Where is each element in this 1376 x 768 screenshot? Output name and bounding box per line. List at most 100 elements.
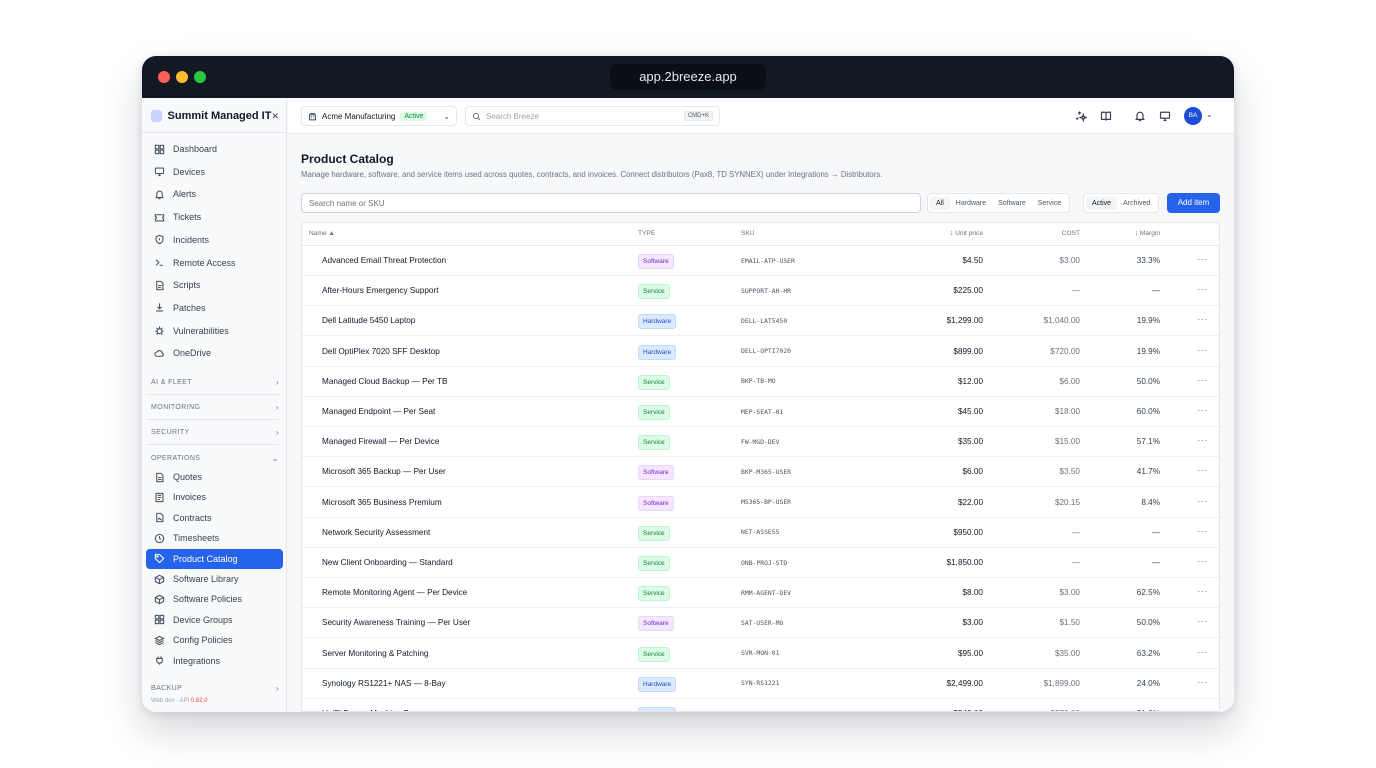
table-row[interactable]: Microsoft 365 Business Premium Software MS…	[302, 488, 1219, 518]
table-row[interactable]: Managed Endpoint — Per Seat Service MEP-SE…	[302, 397, 1219, 427]
more-options-icon[interactable]: ···	[1197, 556, 1208, 566]
section-ai-fleet[interactable]: AI & FLEET ›	[151, 375, 279, 389]
table-row[interactable]: UniFi Dream Machine Pro Hardware UBQ-UDMPR…	[302, 699, 1219, 712]
url-bar[interactable]: app.2breeze.app	[610, 64, 766, 90]
sidebar-item-incidents[interactable]: Incidents	[146, 230, 283, 250]
table-row[interactable]: Advanced Email Threat Protection Software…	[302, 246, 1219, 276]
sidebar-item-invoices[interactable]: Invoices	[146, 487, 283, 507]
package-icon	[153, 573, 165, 585]
column-header-unit-price[interactable]: ↕ Unit price	[950, 230, 983, 237]
cost: $6.00	[1059, 376, 1081, 386]
sidebar-item-contracts[interactable]: Contracts	[146, 508, 283, 528]
add-item-button[interactable]: Add item	[1167, 193, 1220, 213]
type-filter-hardware[interactable]: Hardware	[955, 199, 987, 207]
chevron-down-icon: ⌄	[271, 453, 279, 463]
tenant-switcher[interactable]: Acme Manufacturing Active ⌄	[301, 106, 457, 126]
sidebar-item-config-policies[interactable]: Config Policies	[146, 630, 283, 650]
sidebar-item-product-catalog[interactable]: Product Catalog	[146, 548, 283, 569]
table-row[interactable]: Dell Latitude 5450 Laptop Hardware DELL-LA…	[302, 306, 1219, 337]
table-row[interactable]: Network Security Assessment Service NET-AS…	[302, 518, 1219, 548]
more-options-icon[interactable]: ···	[1197, 495, 1208, 506]
item-sku: DELL-LAT5450	[741, 316, 788, 325]
shield-icon	[153, 234, 165, 246]
table-row[interactable]: Microsoft 365 Backup — Per User Software B…	[302, 457, 1219, 488]
margin: 57.1%	[1136, 437, 1160, 447]
sidebar-item-patches[interactable]: Patches	[146, 298, 283, 318]
monitor-icon[interactable]	[1158, 109, 1172, 123]
sidebar-item-dashboard[interactable]: Dashboard	[146, 139, 283, 159]
more-options-icon[interactable]: ···	[1197, 405, 1208, 415]
close-window-button[interactable]	[158, 71, 170, 83]
minimize-window-button[interactable]	[176, 71, 188, 83]
user-avatar[interactable]: BA	[1184, 107, 1202, 125]
org-logo-icon	[151, 110, 162, 122]
type-filter-all[interactable]: All	[930, 196, 950, 210]
table-row[interactable]: Managed Firewall — Per Device Service FW-M…	[302, 427, 1219, 458]
section-backup[interactable]: BACKUP ›	[151, 681, 279, 695]
sidebar-divider	[142, 132, 286, 133]
sidebar-item-label: Alerts	[173, 189, 197, 200]
table-row[interactable]: Dell OptiPlex 7020 SFF Desktop Hardware DE…	[302, 337, 1219, 367]
margin: 63.2%	[1136, 648, 1160, 658]
table-row[interactable]: Remote Monitoring Agent — Per Device Serv…	[302, 578, 1219, 609]
sidebar-item-label: Software Policies	[173, 594, 243, 605]
bell-icon[interactable]	[1133, 109, 1147, 123]
org-switcher[interactable]: Summit Managed IT ✕	[151, 108, 279, 124]
table-row[interactable]: Security Awareness Training — Per User So…	[302, 608, 1219, 639]
type-filter-software[interactable]: Software	[998, 199, 1026, 207]
sidebar-item-remote-access[interactable]: Remote Access	[146, 253, 283, 273]
item-sku: EMAIL-ATP-USER	[741, 256, 795, 265]
sparkles-icon[interactable]	[1074, 109, 1088, 123]
section-operations[interactable]: OPERATIONS ⌄	[151, 451, 279, 465]
sidebar-item-label: Timesheets	[173, 533, 220, 544]
margin: —	[1151, 558, 1160, 567]
table-row[interactable]: Managed Cloud Backup — Per TB Service BKP-…	[302, 367, 1219, 397]
chevron-down-icon[interactable]: ⌄	[1206, 110, 1213, 119]
more-options-icon[interactable]: ···	[1197, 586, 1208, 597]
sidebar-item-tickets[interactable]: Tickets	[146, 207, 283, 227]
status-filter-active[interactable]: Active	[1086, 196, 1118, 210]
more-options-icon[interactable]: ···	[1197, 435, 1208, 446]
more-options-icon[interactable]: ···	[1197, 707, 1208, 712]
table-row[interactable]: New Client Onboarding — Standard Service O…	[302, 548, 1219, 578]
sidebar-item-software-library[interactable]: Software Library	[146, 569, 283, 589]
column-header-margin[interactable]: ↕ Margin	[1134, 230, 1160, 237]
sidebar-item-devices[interactable]: Devices	[146, 162, 283, 182]
sidebar-item-quotes[interactable]: Quotes	[146, 467, 283, 487]
more-options-icon[interactable]: ···	[1197, 254, 1208, 264]
table-row[interactable]: Synology RS1221+ NAS — 8-Bay Hardware SYN-…	[302, 669, 1219, 699]
sidebar-item-alerts[interactable]: Alerts	[146, 184, 283, 204]
more-options-icon[interactable]: ···	[1197, 314, 1208, 325]
sidebar-item-device-groups[interactable]: Device Groups	[146, 610, 283, 630]
more-options-icon[interactable]: ···	[1197, 646, 1208, 657]
margin: 33.3%	[1136, 256, 1160, 265]
status-filter-archived[interactable]: Archived	[1123, 199, 1151, 207]
table-row[interactable]: After-Hours Emergency Support Service SUPP…	[302, 276, 1219, 307]
column-header-name[interactable]: Name ▲	[309, 230, 335, 237]
more-options-icon[interactable]: ···	[1197, 676, 1208, 687]
maximize-window-button[interactable]	[194, 71, 206, 83]
sidebar-item-integrations[interactable]: Integrations	[146, 651, 283, 671]
table-row[interactable]: Server Monitoring & Patching Service SVR-M…	[302, 639, 1219, 669]
section-security[interactable]: SECURITY ›	[151, 425, 279, 439]
sidebar-item-vulnerabilities[interactable]: Vulnerabilities	[146, 321, 283, 341]
more-options-icon[interactable]: ···	[1197, 284, 1208, 295]
sidebar-item-software-policies[interactable]: Software Policies	[146, 589, 283, 609]
more-options-icon[interactable]: ···	[1197, 525, 1208, 536]
sidebar-item-timesheets[interactable]: Timesheets	[146, 528, 283, 548]
sidebar-item-scripts[interactable]: Scripts	[146, 275, 283, 295]
chevron-right-icon: ›	[275, 427, 279, 437]
global-search[interactable]: Search Breeze CMD+K	[465, 106, 720, 126]
unit-price: $12.00	[957, 376, 983, 386]
more-options-icon[interactable]: ···	[1197, 616, 1208, 627]
section-divider	[146, 419, 279, 420]
type-filter-service[interactable]: Service	[1037, 199, 1062, 207]
catalog-search-input[interactable]	[301, 193, 921, 213]
more-options-icon[interactable]: ···	[1197, 374, 1208, 385]
book-icon[interactable]	[1099, 109, 1113, 123]
sidebar-item-onedrive[interactable]: OneDrive	[146, 343, 283, 363]
more-options-icon[interactable]: ···	[1197, 344, 1208, 355]
more-options-icon[interactable]: ···	[1197, 465, 1208, 476]
type-badge: Software	[638, 254, 674, 269]
section-monitoring[interactable]: MONITORING ›	[151, 400, 279, 414]
